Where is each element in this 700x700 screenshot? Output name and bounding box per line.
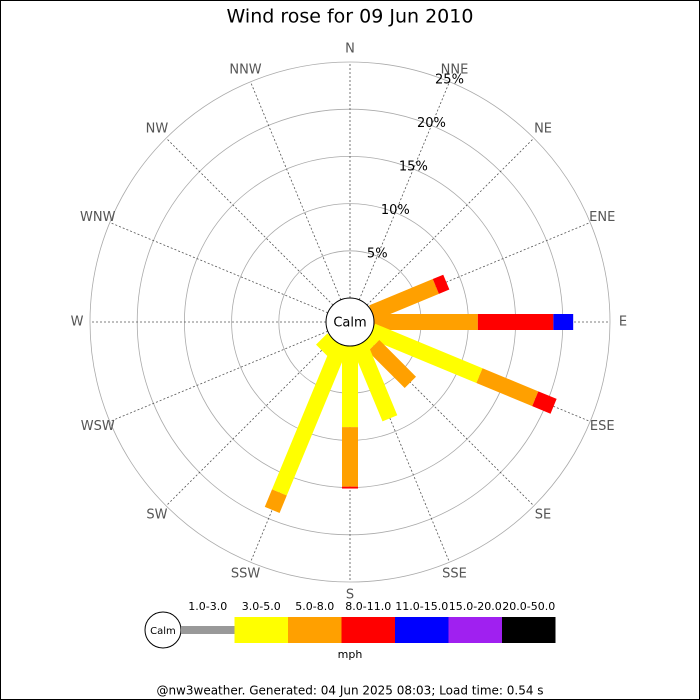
legend-label: 5.0-8.0 [295,600,334,613]
grid-ring [89,61,611,583]
legend-label: 3.0-5.0 [242,600,281,613]
wind-bar [264,489,287,513]
spoke [165,137,334,306]
legend-swatch [181,626,235,634]
direction-label: ENE [589,210,615,225]
wind-bar [272,341,349,496]
direction-label: NNE [441,62,469,77]
legend-label: 8.0-11.0 [345,600,391,613]
direction-label: N [345,42,355,57]
direction-label: NNW [229,62,261,77]
direction-label: ESE [590,419,615,434]
spoke [358,344,450,563]
r-tick-label: 25% [435,72,464,87]
wind-bar [369,279,439,321]
r-tick-label: 10% [381,203,410,218]
legend-swatch [341,617,395,643]
calm-label: Calm [333,316,366,331]
wind-bar [351,341,398,422]
wind-bar [369,323,483,384]
wind-bar [476,368,539,407]
legend-label: 1.0-3.0 [188,600,227,613]
direction-label: SSW [231,567,261,582]
wind-bar [432,274,450,294]
spoke [109,222,328,314]
spoke [372,222,591,314]
wind-bar [316,333,339,356]
legend-swatch [395,617,449,643]
legend-label: 15.0-20.0 [449,600,502,613]
legend-swatch [288,617,342,643]
legend-unit: mph [338,648,363,661]
legend-label: 20.0-50.0 [502,600,555,613]
r-tick-label: 20% [417,116,446,131]
spoke [109,330,328,422]
direction-label: S [346,588,354,603]
footer: @nw3weather. Generated: 04 Jun 2025 08:0… [156,684,543,698]
calm-circle [325,297,375,347]
legend-swatch [448,617,502,643]
direction-label: E [619,315,627,330]
direction-label: SE [535,508,551,523]
legend-swatch [234,617,288,643]
spoke [250,81,342,300]
direction-label: NW [146,121,169,136]
spoke [358,81,450,300]
direction-label: WNW [80,210,116,225]
direction-label: W [71,315,84,330]
direction-label: WSW [81,419,115,434]
wind-bar [367,339,417,389]
wind-bar [361,333,380,352]
r-tick-label: 15% [399,160,428,175]
wind-bar [532,391,557,414]
legend-label: 11.0-15.0 [395,600,448,613]
r-tick-label: 5% [367,247,388,262]
direction-label: NE [534,121,552,136]
chart-title: Wind rose for 09 Jun 2010 [227,6,474,28]
direction-label: SSE [442,567,467,582]
direction-label: SW [146,508,167,523]
spoke [366,338,535,507]
spoke [165,338,334,507]
legend-calm-label: Calm [150,626,176,637]
spoke [366,137,535,306]
legend-swatch [502,617,556,643]
